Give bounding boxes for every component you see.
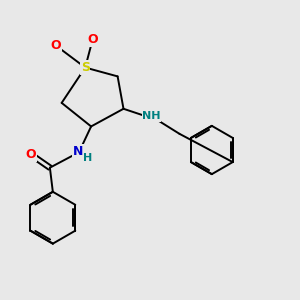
Text: H: H [83, 153, 92, 163]
Text: O: O [26, 148, 36, 161]
Text: O: O [87, 33, 98, 46]
Text: S: S [81, 61, 90, 74]
Text: N: N [73, 145, 83, 158]
Text: NH: NH [142, 111, 161, 121]
Text: O: O [50, 39, 61, 52]
